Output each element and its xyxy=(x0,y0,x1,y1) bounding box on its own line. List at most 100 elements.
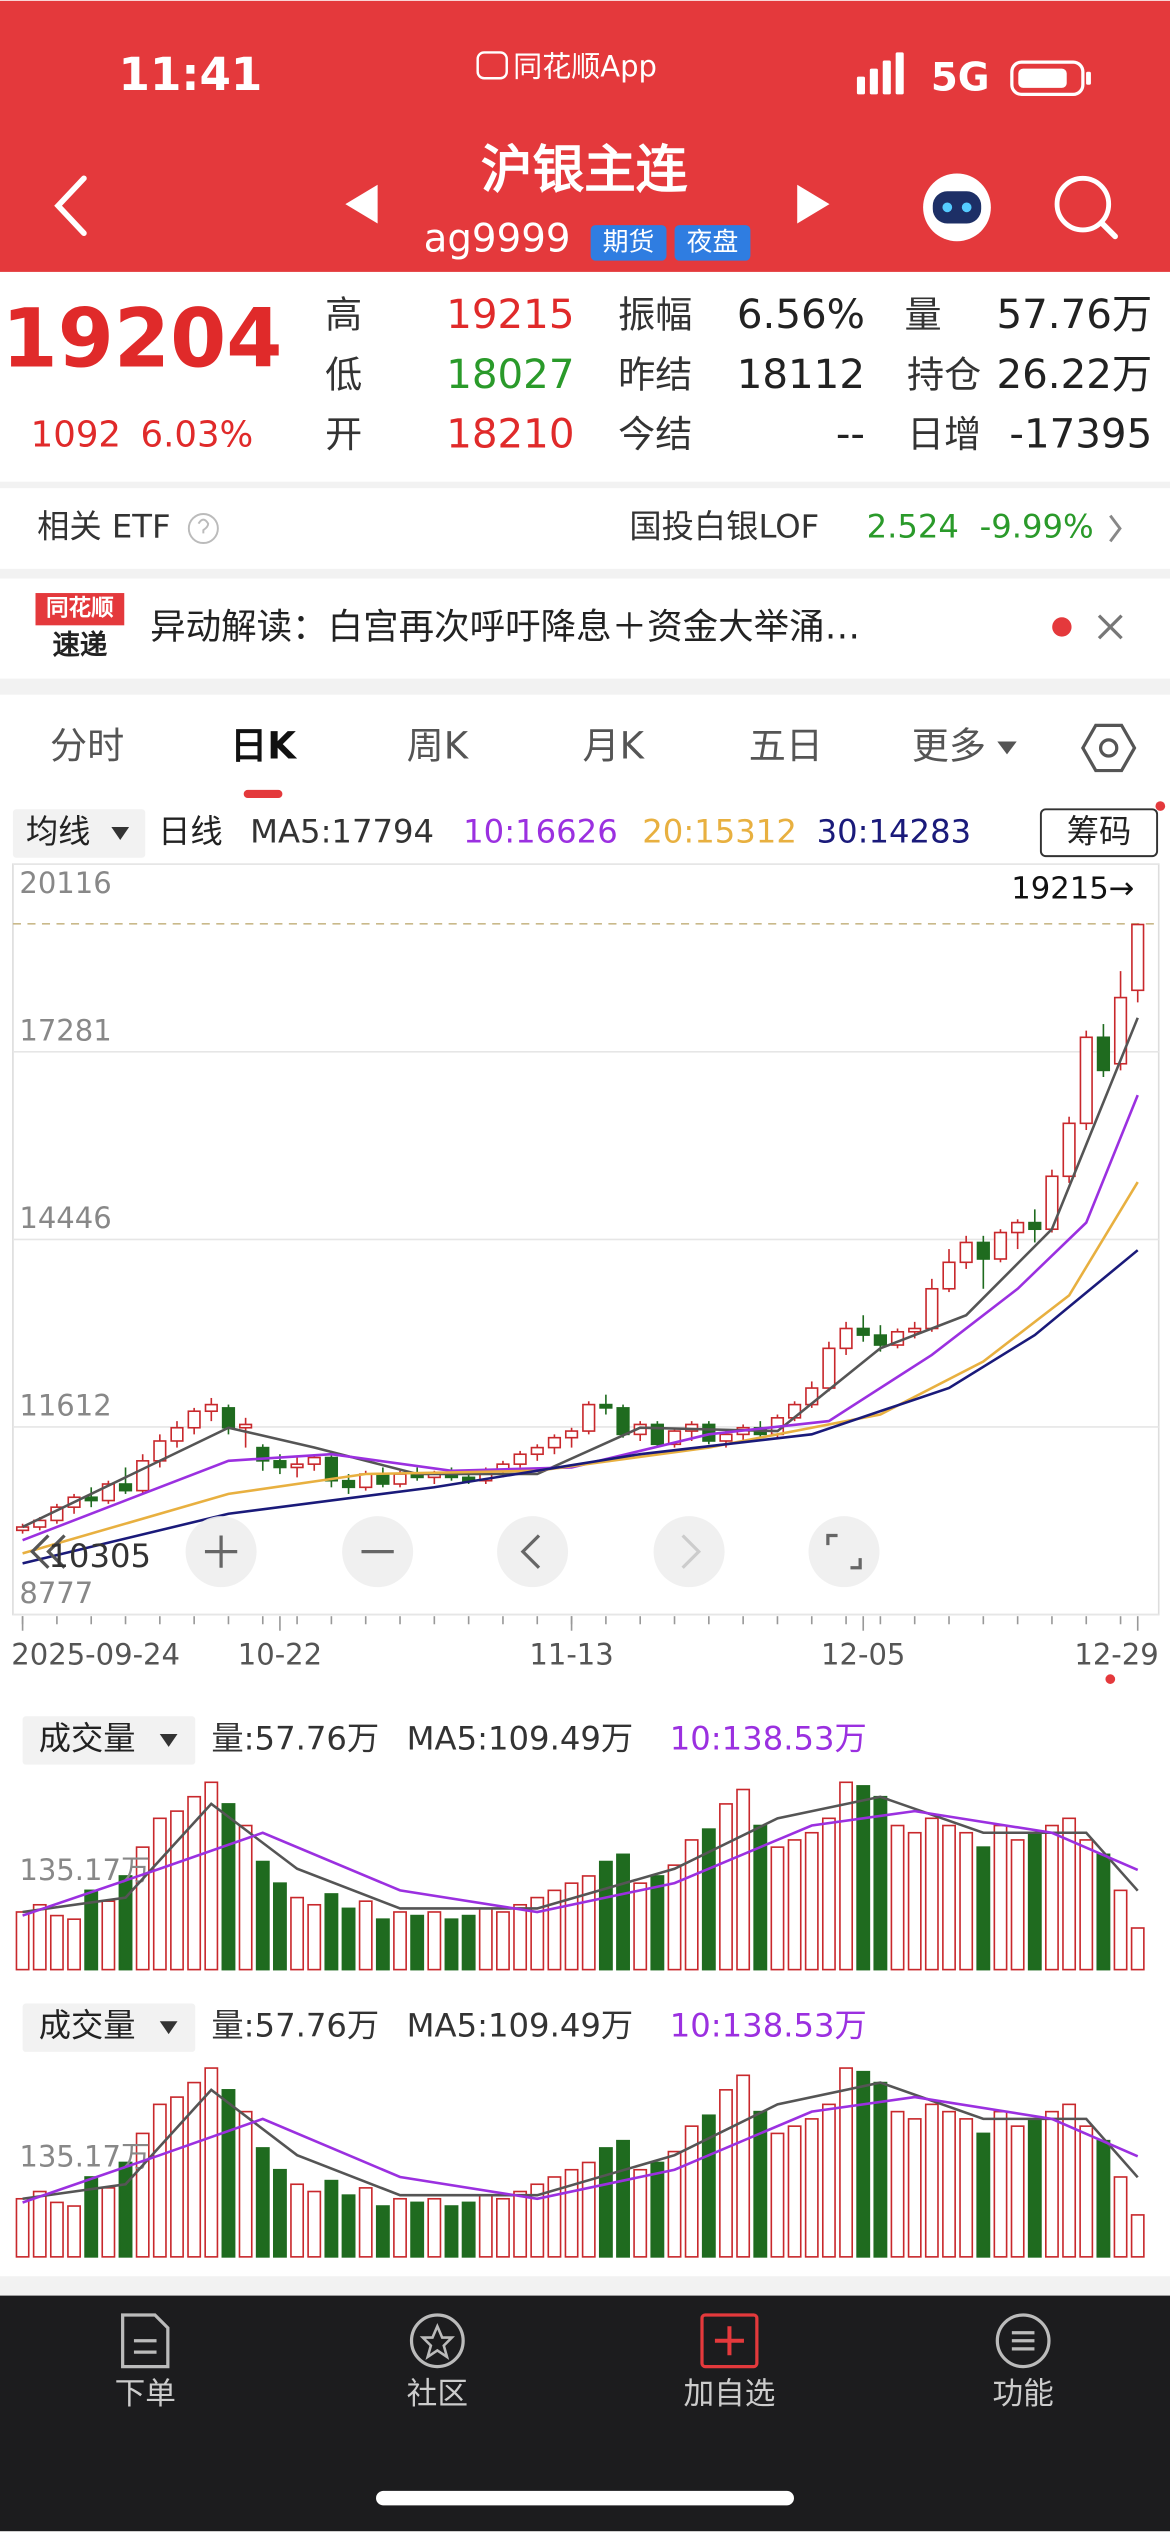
volume-bar xyxy=(221,1803,236,1971)
back-button[interactable] xyxy=(54,175,87,236)
volume-bar xyxy=(804,2118,819,2258)
battery-tip xyxy=(1086,71,1091,85)
candle-body xyxy=(324,1456,339,1482)
signal-bar xyxy=(869,68,878,95)
volume-bar xyxy=(513,2190,528,2258)
news-badge-bottom-text: 速递 xyxy=(52,629,107,661)
volume-bar xyxy=(118,1875,133,1971)
volume-bar xyxy=(581,2161,596,2258)
news-text[interactable]: 异动解读：白宫再次呼吁降息＋资金大举涌… xyxy=(150,607,860,648)
volume-bar xyxy=(496,1911,510,1971)
volume-title: 成交量 xyxy=(39,1719,136,1757)
nav-label[interactable]: 功能 xyxy=(992,2377,1053,2412)
status-network: 5G xyxy=(931,55,990,100)
settings-hole xyxy=(1098,738,1119,758)
control-button[interactable] xyxy=(653,1516,725,1588)
ma-line xyxy=(22,1017,1139,1529)
tab[interactable]: 月K xyxy=(583,724,646,767)
candle-body xyxy=(1131,923,1145,992)
volume-bar xyxy=(976,1846,991,1971)
tab[interactable]: 日K xyxy=(230,724,297,767)
volume-bar xyxy=(873,1795,888,1971)
y-tick-label: 20116 xyxy=(19,866,111,900)
battery-level xyxy=(1018,68,1067,88)
candle-body xyxy=(1062,1122,1076,1178)
volume-bar xyxy=(255,1860,270,1971)
volume-bar xyxy=(324,1893,339,1971)
search-button[interactable] xyxy=(1054,175,1112,233)
volume-bar xyxy=(358,1900,373,1971)
volume-bar xyxy=(478,2194,493,2258)
tab-underline xyxy=(243,789,283,798)
quote-label: 持仓 xyxy=(907,353,981,396)
volume-bar xyxy=(152,1817,167,1971)
volume-bar xyxy=(341,2194,356,2258)
title: 沪银主连 xyxy=(481,140,688,200)
ma-line xyxy=(22,1795,1139,1914)
candle-body xyxy=(1028,1221,1042,1231)
quote-value: -17395 xyxy=(1009,411,1152,458)
ma-line xyxy=(22,2095,1139,2204)
ma-line xyxy=(22,1249,1139,1565)
nav-label[interactable]: 加自选 xyxy=(683,2377,775,2412)
candle-body xyxy=(290,1463,304,1469)
volume-bar xyxy=(1010,1839,1025,1971)
candle-body xyxy=(101,1483,115,1502)
volume-bar xyxy=(684,1839,699,1971)
badge-text: 期货 xyxy=(603,227,655,257)
volume-bar xyxy=(187,1795,202,1971)
control-button[interactable] xyxy=(497,1516,569,1588)
settings-icon[interactable] xyxy=(1080,723,1137,773)
volume-bar xyxy=(770,1846,785,1971)
candle-body xyxy=(15,1526,30,1532)
volume-bar xyxy=(221,2089,236,2258)
change: 1092 xyxy=(31,415,121,456)
nav-icon xyxy=(409,2313,465,2369)
tab[interactable]: 更多 xyxy=(912,724,986,767)
volume-bar xyxy=(942,1824,956,1971)
y-tick-label: 8777 xyxy=(19,1576,93,1610)
control-button[interactable] xyxy=(808,1516,880,1588)
chip-button-text[interactable]: 筹码 xyxy=(1067,813,1132,851)
x-tick-label: 12-29 xyxy=(1074,1638,1158,1672)
tab[interactable]: 周K xyxy=(407,724,470,767)
volume-bar xyxy=(701,1828,716,1971)
ma-legend: 10:16626 xyxy=(463,813,618,851)
volume-bar xyxy=(993,2110,1008,2258)
quote-label: 低 xyxy=(325,353,362,396)
chip-button[interactable] xyxy=(1039,808,1159,858)
rewind-icon xyxy=(29,1534,66,1569)
badge-text: 夜盘 xyxy=(687,227,739,257)
quote-value: 19215 xyxy=(446,291,574,338)
etf-name[interactable]: 国投白银LOF xyxy=(629,507,819,545)
nav-icon xyxy=(995,2313,1051,2369)
nav-label[interactable]: 下单 xyxy=(115,2377,176,2412)
volume-selector[interactable] xyxy=(22,2003,196,2052)
news-close[interactable] xyxy=(1097,614,1123,640)
news-badge-top xyxy=(35,593,125,626)
prev-contract[interactable] xyxy=(345,184,378,224)
ma-legend: MA5:17794 xyxy=(250,813,434,851)
volume-bar xyxy=(170,2096,184,2258)
candle-body xyxy=(513,1453,527,1465)
badge xyxy=(590,225,667,261)
candle-body xyxy=(959,1241,973,1264)
quote-label: 昨结 xyxy=(618,353,692,396)
next-contract[interactable] xyxy=(797,184,830,224)
nav-label[interactable]: 社区 xyxy=(407,2377,468,2412)
quote-label: 日增 xyxy=(907,413,981,456)
volume-bar xyxy=(496,2197,510,2258)
volume-bar xyxy=(839,1781,854,1971)
indicator-box[interactable] xyxy=(12,809,146,858)
candle-body xyxy=(599,1403,613,1409)
candle-body xyxy=(667,1430,682,1446)
volume-bar xyxy=(427,2197,442,2258)
candle-body xyxy=(1096,1036,1111,1072)
volume-bar xyxy=(924,1817,939,1971)
tab[interactable]: 五日 xyxy=(749,724,823,767)
volume-ma-legend: 10:138.53万 xyxy=(670,1719,867,1757)
tab[interactable]: 分时 xyxy=(50,724,124,767)
volume-bar xyxy=(101,2187,116,2258)
volume-bar xyxy=(1045,2110,1059,2258)
volume-selector[interactable] xyxy=(22,1716,196,1765)
